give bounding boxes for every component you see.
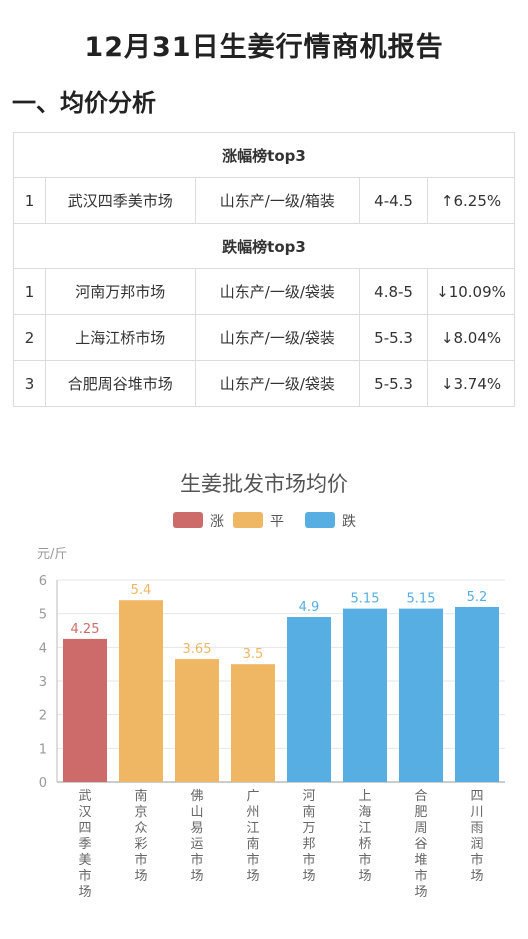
legend-label: 涨 <box>210 514 224 530</box>
table-row: 3 合肥周谷堆市场 山东产/一级/袋装 5-5.3 ↓3.74% <box>13 360 515 407</box>
change-cell: ↑6.25% <box>427 177 515 224</box>
spec-cell: 山东产/一级/袋装 <box>194 314 361 361</box>
change-cell: ↓3.74% <box>427 360 515 407</box>
bar <box>287 617 331 782</box>
price-cell: 4-4.5 <box>359 177 429 224</box>
rise-header: 涨幅榜top3 <box>13 132 515 178</box>
table-row: 1 河南万邦市场 山东产/一级/袋装 4.8-5 ↓10.09% <box>13 268 515 315</box>
rank-cell: 3 <box>13 360 46 407</box>
legend-label: 跌 <box>342 514 356 530</box>
y-tick-label: 1 <box>39 742 47 757</box>
spec-cell: 山东产/一级/袋装 <box>194 268 361 315</box>
price-cell: 4.8-5 <box>359 268 429 315</box>
y-tick-label: 3 <box>39 675 47 690</box>
legend-label: 平 <box>270 514 284 530</box>
y-tick-label: 0 <box>39 776 47 791</box>
market-cell: 河南万邦市场 <box>44 268 196 315</box>
data-label: 5.2 <box>467 590 488 605</box>
bar <box>343 608 387 782</box>
table-row: 1 武汉四季美市场 山东产/一级/箱装 4-4.5 ↑6.25% <box>13 177 515 224</box>
bar <box>175 659 219 782</box>
price-cell: 5-5.3 <box>359 314 429 361</box>
data-label: 3.65 <box>183 642 212 657</box>
data-label: 3.5 <box>243 647 264 662</box>
y-tick-label: 2 <box>39 709 47 724</box>
x-tick-label: 上海江桥市场 <box>358 789 371 884</box>
spec-cell: 山东产/一级/袋装 <box>194 360 361 407</box>
x-tick-label: 广州江南市场 <box>246 789 259 884</box>
change-cell: ↓10.09% <box>427 268 515 315</box>
bar <box>399 608 443 782</box>
y-tick-label: 4 <box>39 641 47 656</box>
bar <box>231 664 275 782</box>
data-label: 4.25 <box>71 622 100 637</box>
market-cell: 合肥周谷堆市场 <box>44 360 196 407</box>
y-axis-label: 元/斤 <box>37 547 67 562</box>
bar <box>119 600 163 782</box>
x-tick-label: 四川雨润市场 <box>470 789 483 884</box>
data-label: 5.4 <box>131 583 152 598</box>
price-cell: 5-5.3 <box>359 360 429 407</box>
spec-cell: 山东产/一级/箱装 <box>194 177 361 224</box>
legend-swatch <box>305 512 335 528</box>
fall-header: 跌幅榜top3 <box>13 223 515 269</box>
rank-cell: 1 <box>13 177 46 224</box>
y-tick-label: 6 <box>39 574 47 589</box>
legend-swatch <box>233 512 263 528</box>
x-tick-label: 南京众彩市场 <box>134 788 147 884</box>
rank-cell: 2 <box>13 314 46 361</box>
chart-container: 生姜批发市场均价涨 平 跌元/斤 0 1 2 3 4 5 6 4.25 武汉四季美市场 5.4 南京众彩市… <box>0 460 528 911</box>
data-label: 4.9 <box>299 600 320 615</box>
legend-swatch <box>173 512 203 528</box>
change-cell: ↓8.04% <box>427 314 515 361</box>
table-row: 2 上海江桥市场 山东产/一级/袋装 5-5.3 ↓8.04% <box>13 314 515 361</box>
x-tick-label: 佛山易运市场 <box>190 789 203 884</box>
ranking-table: 涨幅榜top3 1 武汉四季美市场 山东产/一级/箱装 4-4.5 ↑6.25%… <box>13 132 515 407</box>
bar <box>63 638 107 782</box>
rank-cell: 1 <box>13 268 46 315</box>
chart-title: 生姜批发市场均价 <box>180 472 348 496</box>
x-tick-label: 合肥周谷堆市场 <box>414 789 427 900</box>
data-label: 5.15 <box>407 592 436 607</box>
x-tick-label: 河南万邦市场 <box>302 789 315 884</box>
report-title: 12月31日生姜行情商机报告 <box>84 32 444 63</box>
market-cell: 上海江桥市场 <box>44 314 196 361</box>
data-label: 5.15 <box>351 592 380 607</box>
market-cell: 武汉四季美市场 <box>44 177 196 224</box>
bar <box>455 606 499 782</box>
y-tick-label: 5 <box>39 608 47 623</box>
x-tick-label: 武汉四季美市场 <box>78 789 91 900</box>
section-title: 一、均价分析 <box>12 89 156 117</box>
